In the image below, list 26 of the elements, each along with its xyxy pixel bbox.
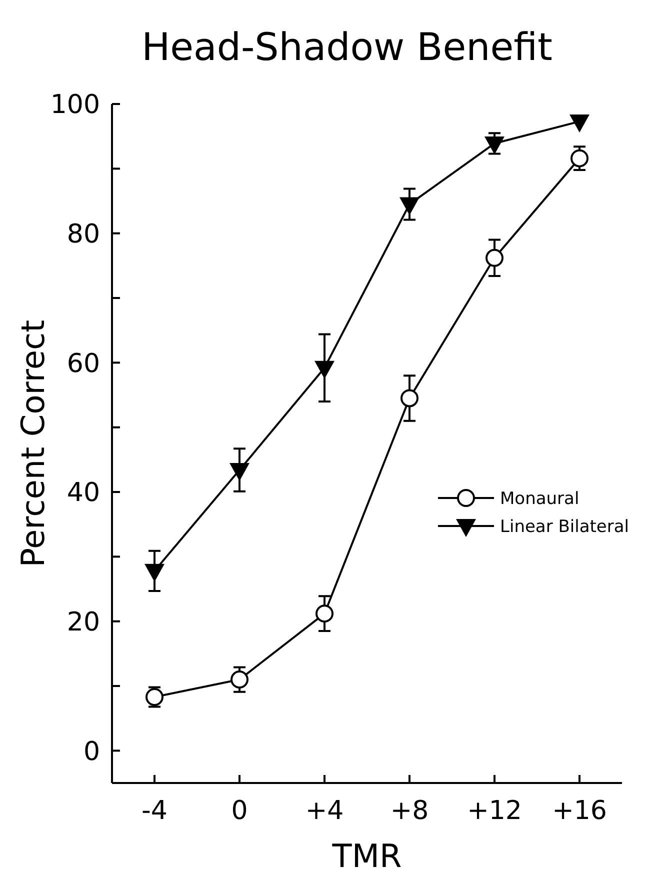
- legend-label: Monaural: [500, 488, 580, 509]
- y-axis-title: Percent Correct: [14, 320, 52, 568]
- x-tick-label: +16: [552, 796, 607, 826]
- point: [400, 197, 420, 216]
- legend-label: Linear Bilateral: [500, 516, 630, 537]
- point: [400, 389, 418, 408]
- x-tick-label: +8: [390, 796, 429, 826]
- x-tick-label: +12: [467, 796, 522, 826]
- y-tick-label: 100: [50, 90, 100, 120]
- point: [484, 136, 504, 154]
- x-tick-label: -4: [142, 796, 168, 826]
- point: [316, 604, 334, 623]
- y-tick-label: 40: [66, 478, 100, 508]
- chart-title: Head-Shadow Benefit: [142, 25, 552, 69]
- x-tick-label: +4: [305, 796, 344, 826]
- y-tick-label: 60: [66, 348, 100, 379]
- y-tick-label: 0: [83, 736, 100, 767]
- point: [230, 463, 250, 482]
- y-tick-label: 80: [66, 219, 100, 250]
- point: [314, 360, 334, 379]
- point: [230, 670, 248, 689]
- x-axis-title: TMR: [331, 837, 402, 875]
- y-tick-label: 20: [66, 607, 100, 638]
- point: [570, 114, 590, 132]
- x-tick-label: 0: [231, 796, 248, 826]
- point: [144, 564, 164, 582]
